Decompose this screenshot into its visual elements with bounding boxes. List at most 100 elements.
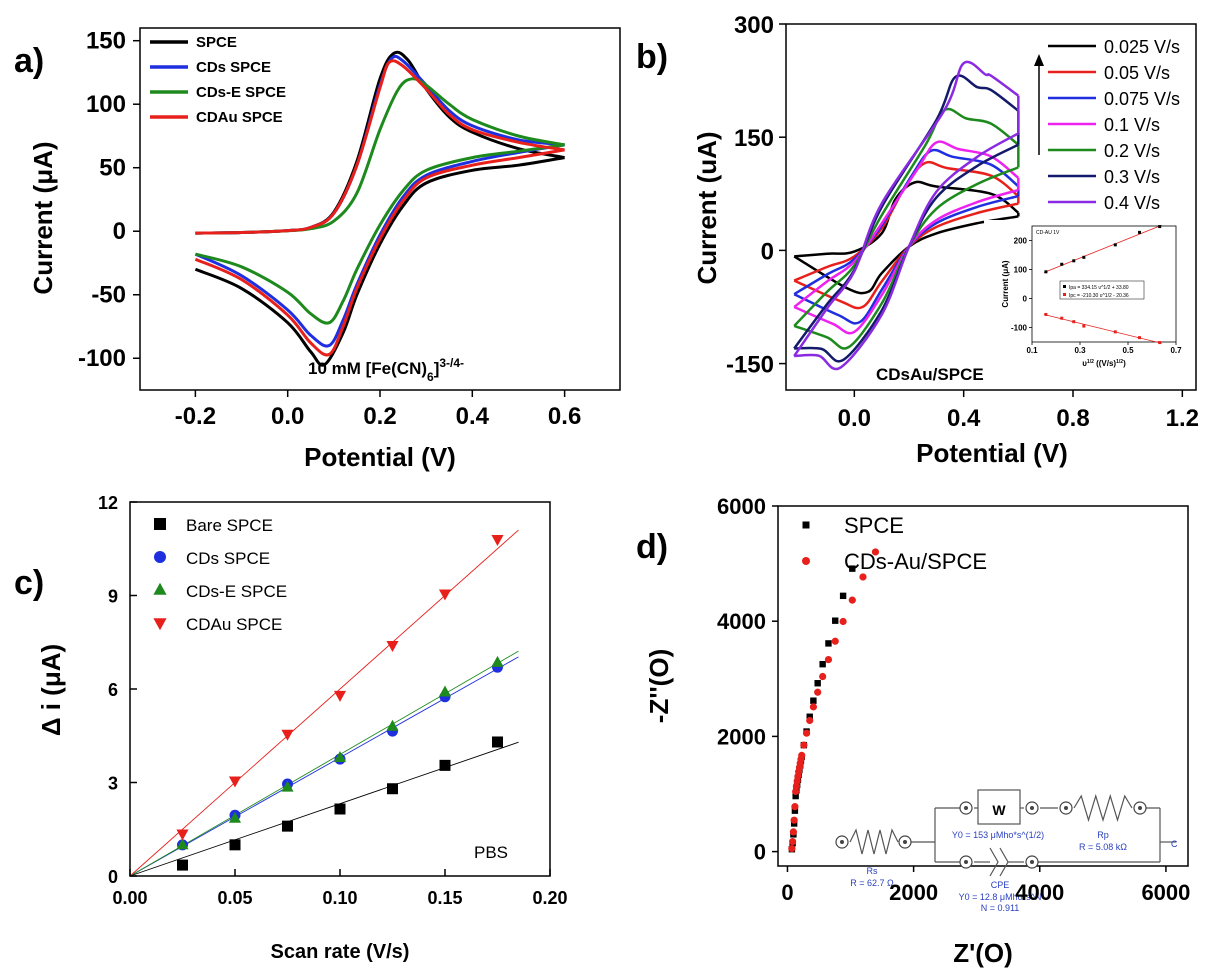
panel-b-series-3-reverse [793, 188, 1019, 335]
panel-c-label: c) [14, 564, 44, 602]
panel-c-ytick-label: 0 [108, 867, 118, 887]
panel-d-point-0 [832, 617, 839, 624]
panel-b-plot-frame [785, 23, 1197, 391]
panel-a-ytick-label: -100 [78, 345, 126, 372]
inset-ytick-label: -100 [1011, 324, 1028, 333]
panel-d-ytick-label: 2000 [717, 724, 766, 749]
inset-ytick-label: 100 [1014, 266, 1028, 275]
panel-c-xlabel: Scan rate (V/s) [271, 941, 410, 963]
inset-point-ipc [1044, 312, 1048, 316]
panel-c-point-3 [386, 640, 399, 652]
inset-point-ipc [1138, 336, 1142, 340]
panel-c-point-3 [333, 690, 347, 702]
panel-c-point-0 [387, 783, 398, 795]
panel-b-series-4-forward [793, 107, 1020, 327]
panel-d-xtick-label: 6000 [1141, 880, 1190, 905]
cpe-element-left [989, 847, 999, 877]
panel-b-series-6-forward [793, 60, 1020, 357]
panel-d-point-0 [810, 697, 817, 704]
panel-c-xtick-label: 0.20 [532, 888, 567, 908]
panel-d-point-0 [806, 713, 813, 720]
panel-b-legend-label-3: 0.1 V/s [1104, 115, 1160, 135]
panel-d-legend: SPCE CDs-Au/SPCE [802, 513, 987, 574]
circuit-node-dot [840, 840, 844, 844]
panel-d-point-1 [824, 655, 833, 664]
panel-a-xtick-label: 0.6 [548, 403, 581, 430]
inset-legend-label-0: Ipa = 334.15 υ^1/2 + 33.80 [1069, 285, 1129, 291]
inset-point-ipc [1060, 316, 1064, 320]
panel-a-xtick-label: 0.0 [271, 403, 304, 430]
panel-d-point-1 [806, 716, 814, 725]
panel-c-fit-line-2 [129, 650, 519, 877]
panel-a-ytick-label: 100 [86, 91, 126, 118]
inset-point-ipa [1072, 259, 1076, 263]
inset-point-ipc [1158, 341, 1162, 345]
panel-d-point-1 [789, 828, 797, 836]
inset-legend-marker [1063, 293, 1066, 296]
resistor-rs [849, 828, 899, 855]
panel-a-series-2-reverse [195, 143, 565, 325]
panel-a-xlabel: Potential (V) [304, 442, 456, 472]
panel-c-legend-marker-2 [153, 582, 167, 595]
panel-c-point-2 [386, 719, 399, 731]
panel-b-series-0-reverse [793, 215, 1019, 295]
panel-d-point-1 [789, 837, 797, 846]
circuit-node-dot [964, 860, 968, 864]
panel-a-ylabel: Current (μA) [28, 141, 58, 294]
circuit-node-dot [964, 806, 968, 810]
panel-c-point-2 [438, 685, 452, 697]
panel-c-legend-marker-0 [154, 518, 166, 530]
inset-xlabel-xlabel: υ [1082, 359, 1087, 368]
warburg-label: W [992, 802, 1006, 818]
inset-xtick-label: 0.5 [1122, 346, 1134, 355]
inset-xtick-label: 0.1 [1026, 346, 1038, 355]
panel-c-point-3 [176, 829, 189, 841]
panel-c-point-2 [491, 655, 504, 667]
panel-c-point-2 [176, 838, 189, 850]
panel-b-legend: 0.025 V/s 0.05 V/s 0.075 V/s 0.1 V/s 0.2 V/s… [1048, 37, 1180, 213]
panel-d-plot-frame [777, 505, 1189, 867]
panel-b-legend-label-6: 0.4 V/s [1104, 193, 1160, 213]
panel-d-point-0 [839, 592, 847, 600]
panel-d-ytick-label: 6000 [717, 494, 766, 519]
panel-d-ylabel: -Z''(O) [644, 649, 674, 723]
inset-ylabel: Current (μA) [1001, 260, 1010, 307]
panel-d-point-0 [814, 680, 821, 687]
inset-ytick-label: 0 [1023, 295, 1028, 304]
panel-d-point-0 [791, 807, 799, 814]
panel-b-ytick-label: 150 [734, 125, 774, 152]
panel-c-point-0 [229, 839, 241, 851]
inset-legend-label-1: Ipc = -210.30 υ^1/2 - 20.36 [1069, 293, 1129, 299]
panel-b-ytick-label: -150 [726, 352, 774, 379]
inset-point-ipa [1044, 270, 1048, 274]
panel-c-point-0 [334, 803, 346, 815]
inset-xlabel-xlabel_close: ) [1123, 359, 1126, 368]
panel-d-point-1 [839, 617, 847, 626]
panel-d-point-1 [792, 787, 800, 796]
inset-point-ipa [1082, 255, 1086, 259]
panel-d-xtick-label: 0 [781, 880, 793, 905]
panel-c-delta-i-vs-scan-rate: c) 0.00 0.05 0.10 0.15 0.20 0 3 6 9 12 Bare SPCE C… [14, 493, 568, 963]
panel-d-point-1 [798, 751, 806, 759]
inset-point-ipa [1138, 230, 1142, 234]
panel-d-point-1 [831, 637, 839, 645]
panel-c-point-2 [228, 811, 242, 823]
cpe-value: Y0 = 12.8 μMho*s^N [959, 892, 1042, 902]
panel-b-legend-label-2: 0.075 V/s [1104, 89, 1180, 109]
resistor-rp [1073, 793, 1133, 823]
inset-xlabel: υ1/2 ((V/s)1/2) [1082, 359, 1126, 368]
equivalent-circuit-inset: W Y0 = 153 μMho*s^(1/2) Rs R = 62.7 Ω Rp R = … [835, 789, 1178, 913]
panel-d-ytick-label: 4000 [717, 609, 766, 634]
inset-xlabel-xlabel_sup: 1/2 [1087, 359, 1094, 365]
panel-b-xtick-label: 0.8 [1056, 405, 1089, 432]
panel-c-point-3 [491, 535, 504, 546]
panel-a-series-3-reverse [194, 148, 565, 357]
panel-a-legend-label-0: SPCE [196, 34, 237, 51]
panel-c-point-3 [281, 729, 294, 741]
panel-c-legend-marker-3 [153, 618, 167, 631]
panel-d-xtick-label: 2000 [889, 880, 938, 905]
panel-d-xtick-label: 4000 [1015, 880, 1064, 905]
panel-a-annotation: 10 mM [Fe(CN)6]3-/4- [308, 356, 464, 384]
panel-d-point-0 [819, 660, 826, 668]
